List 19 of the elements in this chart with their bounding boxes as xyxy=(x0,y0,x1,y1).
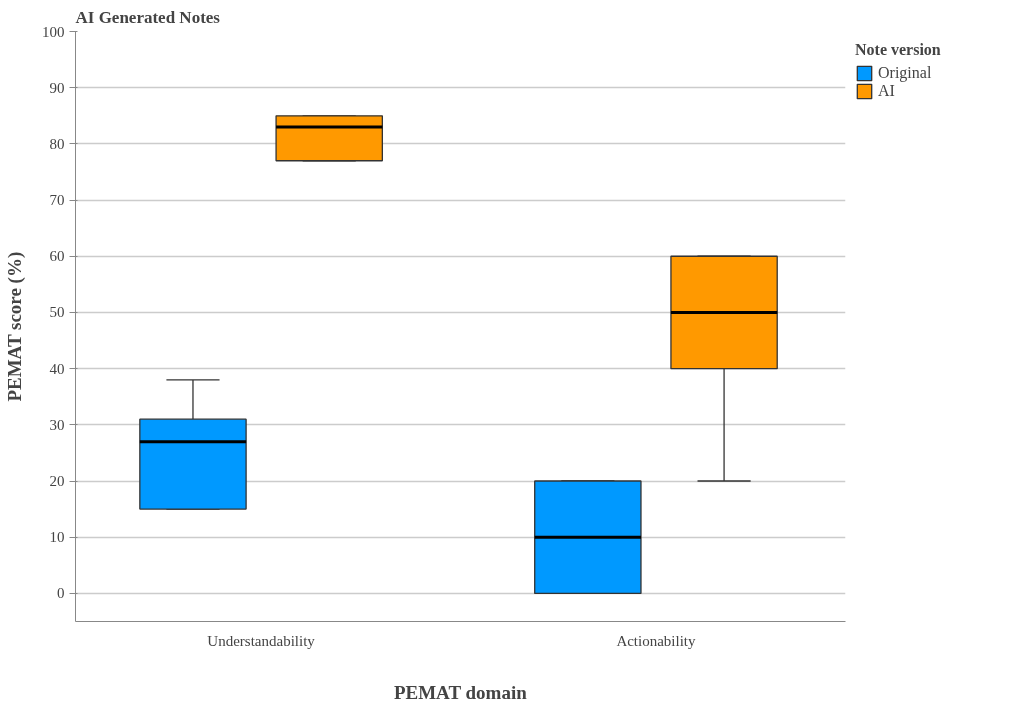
y-tick-label: 90 xyxy=(49,79,65,96)
y-tick-label: 70 xyxy=(49,192,65,209)
y-tick-label: 30 xyxy=(49,416,65,433)
y-tick-label: 50 xyxy=(49,304,65,321)
legend-label: AI xyxy=(878,82,896,100)
y-tick-label: 40 xyxy=(49,360,65,377)
legend-title: Note version xyxy=(855,41,941,59)
x-axis-title: PEMAT domain xyxy=(393,681,528,702)
x-tick-label: Actionability xyxy=(616,632,697,649)
chart-title: AI Generated Notes xyxy=(75,7,221,27)
legend-label: Original xyxy=(878,64,932,82)
y-tick-label: 80 xyxy=(49,135,65,152)
y-axis-title: PEMAT score (%) xyxy=(4,251,26,402)
y-tick-label: 20 xyxy=(49,473,65,490)
y-tick-label: 10 xyxy=(49,529,65,546)
y-tick-label: 60 xyxy=(49,248,65,265)
x-tick-label: Understandability xyxy=(207,632,316,649)
y-tick-label: 100 xyxy=(42,23,65,40)
y-tick-label: 0 xyxy=(57,585,65,602)
